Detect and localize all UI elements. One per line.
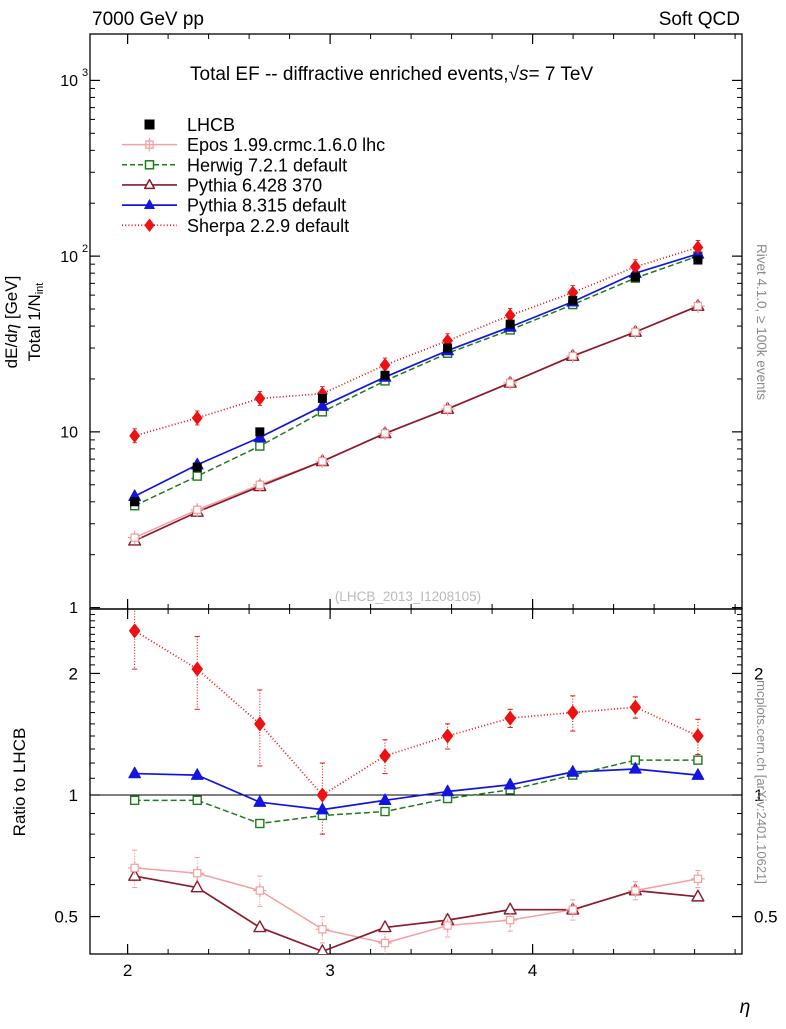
svg-text:3: 3 <box>325 961 334 980</box>
svg-text:2: 2 <box>123 961 132 980</box>
svg-text:Rivet 4.1.0, ≥ 100k events: Rivet 4.1.0, ≥ 100k events <box>754 244 769 400</box>
svg-text:1: 1 <box>69 600 78 617</box>
svg-text:Soft QCD: Soft QCD <box>659 9 740 30</box>
svg-text:10: 10 <box>60 425 78 442</box>
svg-text:Herwig 7.2.1 default: Herwig 7.2.1 default <box>187 155 347 175</box>
svg-text:0.5: 0.5 <box>54 908 78 927</box>
svg-text:mcplots.cern.ch [arXiv:2401.10: mcplots.cern.ch [arXiv:2401.10621] <box>754 680 769 884</box>
svg-text:Total 1/Nint: Total 1/Nint <box>25 283 46 362</box>
svg-text:LHCB: LHCB <box>187 115 235 135</box>
svg-text:2: 2 <box>82 243 88 255</box>
svg-text:Sherpa 2.2.9 default: Sherpa 2.2.9 default <box>187 216 349 236</box>
svg-text:Pythia 8.315 default: Pythia 8.315 default <box>187 196 346 216</box>
svg-text:dE/dη [GeV]: dE/dη [GeV] <box>2 276 21 369</box>
svg-text:1: 1 <box>69 786 78 805</box>
svg-text:Pythia 6.428 370: Pythia 6.428 370 <box>187 175 322 195</box>
svg-text:4: 4 <box>528 961 537 980</box>
svg-text:3: 3 <box>82 67 88 79</box>
svg-text:2: 2 <box>69 664 78 683</box>
svg-text:7000 GeV pp: 7000 GeV pp <box>92 9 204 30</box>
svg-text:0.5: 0.5 <box>754 908 778 927</box>
svg-text:Epos 1.99.crmc.1.6.0 lhc: Epos 1.99.crmc.1.6.0 lhc <box>187 135 385 155</box>
svg-text:(LHCB_2013_I1208105): (LHCB_2013_I1208105) <box>335 589 481 604</box>
svg-text:10: 10 <box>60 249 78 266</box>
svg-text:Ratio to LHCB: Ratio to LHCB <box>10 728 29 837</box>
svg-text:η: η <box>740 997 751 1018</box>
svg-text:Total EF -- diffractive enrich: Total EF -- diffractive enriched events,… <box>190 64 593 85</box>
svg-text:10: 10 <box>60 73 78 90</box>
